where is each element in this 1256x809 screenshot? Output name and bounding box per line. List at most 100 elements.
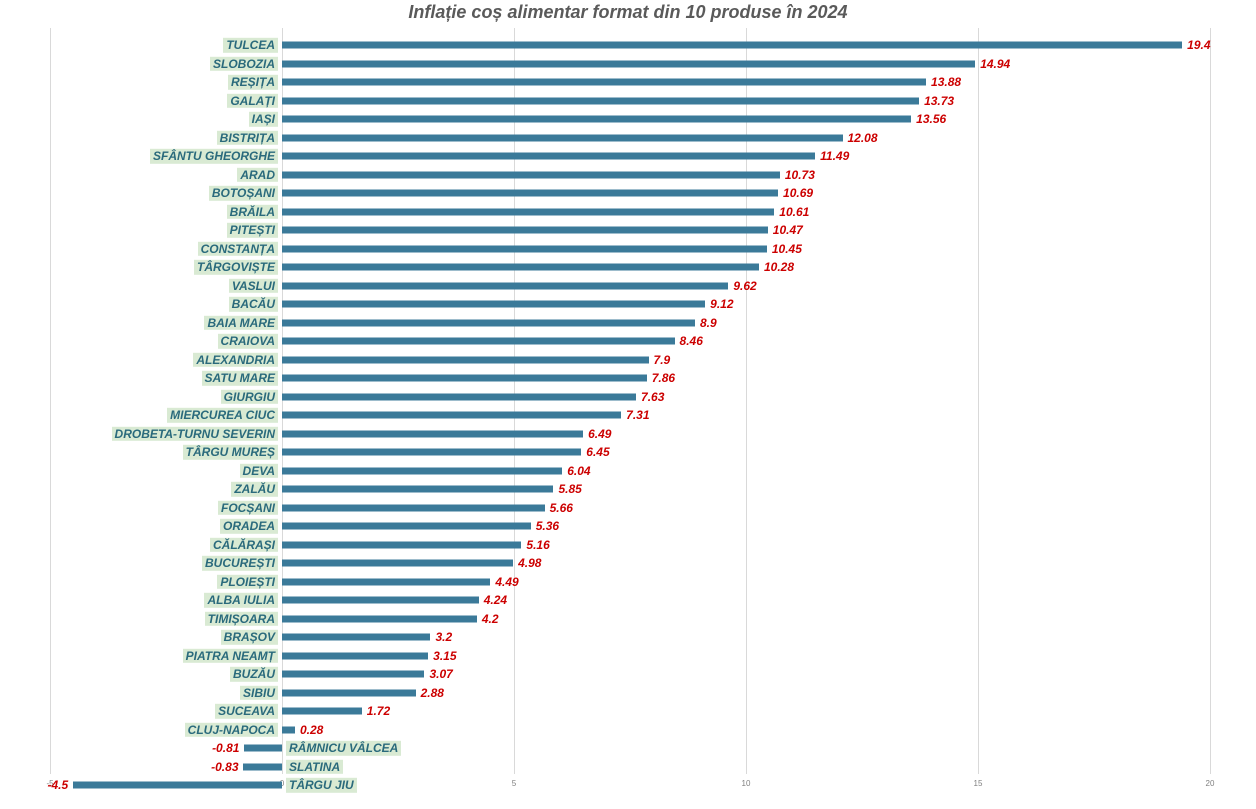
bar [244, 745, 282, 752]
chart-row: SLATINA -0.83 [50, 758, 1210, 777]
chart-row: ZALĂU 5.85 [50, 480, 1210, 499]
chart-row: CONSTANȚA10.45 [50, 240, 1210, 259]
chart-row: ALBA IULIA4.24 [50, 591, 1210, 610]
bar [282, 726, 295, 733]
bar [282, 375, 647, 382]
category-label: SATU MARE [202, 371, 278, 385]
category-label: REȘIȚA [228, 75, 278, 89]
value-label: 7.86 [652, 371, 675, 385]
bar [282, 264, 759, 271]
chart-row: PIATRA NEAMȚ3.15 [50, 647, 1210, 666]
bar [282, 134, 843, 141]
bar [282, 356, 649, 363]
category-label: PIATRA NEAMȚ [183, 649, 278, 663]
category-label: SUCEAVA [215, 704, 278, 718]
chart-row: VASLUI9.62 [50, 277, 1210, 296]
chart-row: CĂLĂRAȘI 5.16 [50, 536, 1210, 555]
chart-row: MIERCUREA CIUC7.31 [50, 406, 1210, 425]
chart-row: BOTOȘANI10.69 [50, 184, 1210, 203]
value-label: -4.5 [48, 778, 69, 792]
category-label: FOCȘANI [218, 501, 278, 515]
value-label: 5.85 [558, 482, 581, 496]
bar [282, 486, 553, 493]
value-label: 19.4 [1187, 38, 1210, 52]
chart-row: SFÂNTU GHEORGHE11.49 [50, 147, 1210, 166]
category-label: TULCEA [223, 38, 278, 52]
value-label: 4.24 [484, 593, 507, 607]
bar [282, 689, 416, 696]
category-label: IAȘI [249, 112, 278, 126]
value-label: 9.62 [733, 279, 756, 293]
bar [282, 578, 490, 585]
category-label: BRAȘOV [221, 630, 278, 644]
value-label: 6.45 [586, 445, 609, 459]
bar [282, 652, 428, 659]
category-label: ARAD [237, 168, 278, 182]
bar [282, 671, 424, 678]
category-label: SIBIU [240, 686, 278, 700]
chart-plot-area: -505101520TULCEA19.4SLOBOZIA14.94REȘIȚA1… [50, 28, 1210, 788]
chart-row: BRĂILA10.61 [50, 203, 1210, 222]
value-label: 8.9 [700, 316, 717, 330]
chart-row: BUCUREȘTI4.98 [50, 554, 1210, 573]
value-label: -0.83 [211, 760, 238, 774]
value-label: 5.36 [536, 519, 559, 533]
chart-row: BRAȘOV3.2 [50, 628, 1210, 647]
bar [282, 412, 621, 419]
category-label: SLOBOZIA [210, 57, 278, 71]
value-label: 10.73 [785, 168, 815, 182]
value-label: 8.46 [680, 334, 703, 348]
chart-row: ORADEA5.36 [50, 517, 1210, 536]
bar [282, 282, 728, 289]
category-label: ZALĂU [231, 482, 278, 496]
chart-row: PITEȘTI10.47 [50, 221, 1210, 240]
chart-row: GIURGIU7.63 [50, 388, 1210, 407]
bar [243, 763, 282, 770]
bar [282, 190, 778, 197]
bar [282, 430, 583, 437]
bar [282, 504, 545, 511]
bar [73, 782, 282, 789]
chart-row: DEVA6.04 [50, 462, 1210, 481]
bar [282, 116, 911, 123]
value-label: 6.04 [567, 464, 590, 478]
bar [282, 227, 768, 234]
bar [282, 393, 636, 400]
category-label: TÂRGU MUREȘ [183, 445, 278, 459]
value-label: 2.88 [421, 686, 444, 700]
value-label: 13.88 [931, 75, 961, 89]
chart-row: BISTRIȚA12.08 [50, 129, 1210, 148]
category-label: CĂLĂRAȘI [210, 538, 278, 552]
value-label: 14.94 [980, 57, 1010, 71]
chart-row: DROBETA-TURNU SEVERIN6.49 [50, 425, 1210, 444]
chart-row: FOCȘANI5.66 [50, 499, 1210, 518]
value-label: 10.45 [772, 242, 802, 256]
bar [282, 541, 521, 548]
value-label: 7.9 [654, 353, 671, 367]
value-label: 7.63 [641, 390, 664, 404]
category-label: PITEȘTI [227, 223, 278, 237]
value-label: 5.16 [526, 538, 549, 552]
value-label: 4.2 [482, 612, 499, 626]
value-label: -0.81 [212, 741, 239, 755]
chart-row: SLOBOZIA 14.94 [50, 55, 1210, 74]
chart-row: REȘIȚA 13.88 [50, 73, 1210, 92]
chart-row: SATU MARE 7.86 [50, 369, 1210, 388]
bar [282, 319, 695, 326]
bar [282, 97, 919, 104]
bar [282, 208, 774, 215]
bar [282, 245, 767, 252]
category-label: SLATINA [286, 760, 343, 774]
bar [282, 42, 1182, 49]
category-label: ALEXANDRIA [193, 353, 278, 367]
chart-row: SIBIU 2.88 [50, 684, 1210, 703]
value-label: 10.28 [764, 260, 794, 274]
chart-row: TÂRGU MUREȘ 6.45 [50, 443, 1210, 462]
chart-row: BAIA MARE8.9 [50, 314, 1210, 333]
category-label: CRAIOVA [218, 334, 278, 348]
bar [282, 449, 581, 456]
category-label: BUCUREȘTI [202, 556, 278, 570]
chart-row: IAȘI13.56 [50, 110, 1210, 129]
chart-row: RÂMNICU VÂLCEA-0.81 [50, 739, 1210, 758]
chart-row: GALAȚI13.73 [50, 92, 1210, 111]
